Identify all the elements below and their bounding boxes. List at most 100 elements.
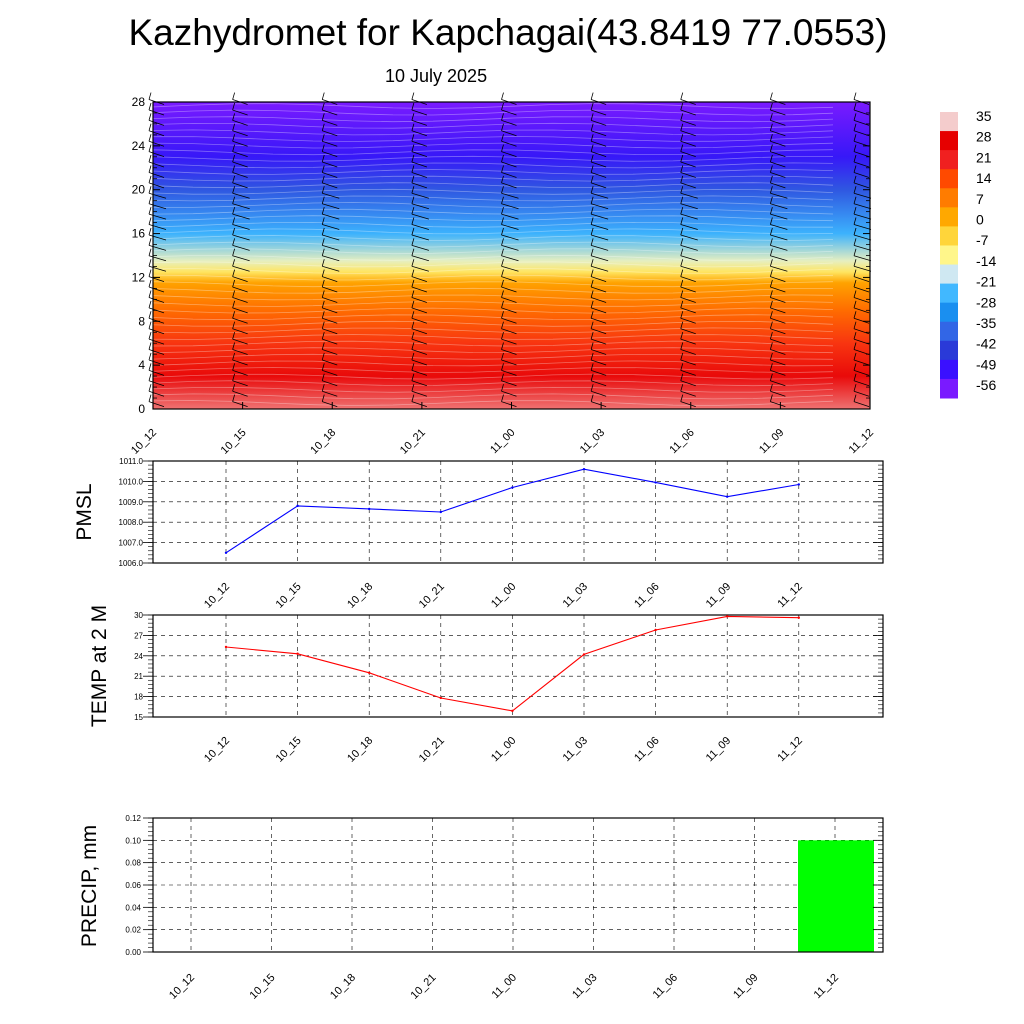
wind-barb-flag [590,92,594,100]
wind-barb [411,192,429,199]
x-tick-label: 11_09 [757,427,787,457]
wind-barb [322,390,338,397]
wind-barb-flag [853,217,857,225]
wind-barb [590,130,607,137]
wind-barb-flag [411,394,415,402]
wind-barb [411,120,428,126]
colorbar-swatch [940,283,958,304]
wind-barb [770,109,786,116]
wind-barb [322,286,338,293]
wind-barb [853,182,870,189]
wind-barb [590,172,607,178]
x-tick-label: 11_06 [632,735,662,765]
data-point [224,551,228,554]
wind-barb [590,380,607,387]
wind-barb-flag [853,259,857,267]
y-tick-label: 0.04 [125,903,141,912]
wind-barb-flag [148,321,152,329]
wind-barb-flag [853,311,857,319]
wind-barb-flag [411,175,415,183]
wind-barb [148,265,167,272]
wind-barb [590,307,607,314]
wind-barb [501,297,517,303]
wind-barb-flag [769,290,773,298]
wind-barb-flag [590,352,594,361]
wind-barb-flag [853,238,857,246]
wind-barb [680,380,696,387]
wind-barb [148,109,165,116]
wind-barb-flag [148,259,152,267]
wind-barb [680,338,696,345]
wind-barb [680,369,696,376]
colorbar-swatch [940,378,958,399]
wind-barb [411,317,428,324]
y-tick-label: 21 [134,672,143,681]
wind-barb-flag [411,113,415,121]
wind-barb [853,328,870,335]
wind-barb-flag [769,363,773,371]
wind-barb [322,182,338,189]
wind-barb [232,203,250,210]
data-point [726,615,729,618]
wind-barb [680,244,698,251]
isotherm-line [152,373,834,380]
wind-barb-flag [590,186,594,194]
wind-barb-flag [680,259,684,267]
wind-barb [148,390,165,397]
wind-barb [591,244,609,251]
wind-barb-flag [321,363,325,371]
x-tick-label: 11_03 [578,427,608,457]
wind-barb [591,213,609,220]
wind-barb-flag [321,134,325,142]
wind-barb [853,213,872,220]
data-point [296,504,299,508]
wind-barb [680,276,696,283]
wind-barb-flag [321,259,325,267]
x-tick-label: 11_00 [489,581,519,611]
wind-barb [411,307,428,314]
isotherm-line [152,215,834,222]
wind-barb-flag [769,123,773,131]
wind-barb-flag [148,394,152,402]
x-tick-label: 11_12 [775,735,805,765]
wind-barb [148,359,165,366]
wind-barb [590,140,607,147]
wind-barb [232,276,248,283]
wind-barb [590,359,607,366]
wind-barb-flag [853,207,857,215]
wind-barb-flag [680,196,684,204]
wind-barb [148,192,167,199]
wind-barb-flag [232,332,236,340]
wind-barb-flag [148,154,152,163]
wind-barb-flag [321,332,325,340]
wind-barb-flag [232,217,236,225]
wind-barb-flag [853,342,857,350]
wind-barb [770,276,786,283]
wind-barb [501,338,517,345]
isotherm-line [152,142,834,149]
wind-barb-flag [232,384,236,392]
wind-barb [590,349,607,355]
wind-barb-flag [680,352,684,361]
wind-barb [411,349,428,355]
wind-barb [853,317,870,324]
x-tick-label: 11_12 [775,581,805,611]
plot-frame [152,460,884,564]
data-point [582,653,586,656]
colorbar-swatch [940,188,958,208]
wind-barb-flag [232,352,236,361]
wind-barb-flag [148,102,152,111]
wind-barb [232,120,248,126]
wind-barb-flag [501,92,504,100]
y-tick-label: 1008.0 [119,518,144,527]
x-tick-label: 10_15 [274,581,304,611]
wind-barb [322,380,338,387]
wind-barb [232,286,248,293]
wind-barb-flag [411,186,415,194]
wind-barb [853,390,870,397]
wind-barb [148,401,165,407]
wind-barb [770,338,786,345]
plot-frame [152,614,884,718]
colorbar-swatch [940,207,958,227]
wind-barb [411,380,428,387]
